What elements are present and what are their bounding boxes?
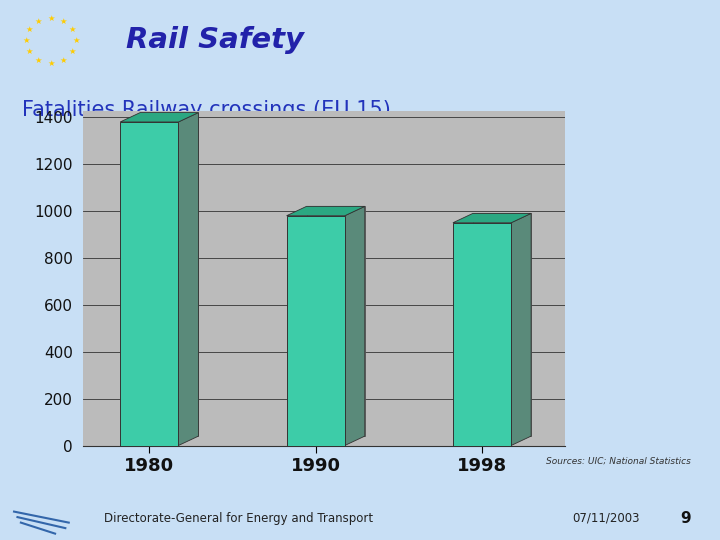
Text: ★: ★ (47, 14, 55, 23)
Bar (453, 223, 511, 446)
Text: 9: 9 (680, 511, 691, 526)
Polygon shape (287, 206, 365, 216)
Bar (473, 213, 531, 436)
Text: ★: ★ (72, 36, 79, 45)
Text: ★: ★ (25, 48, 33, 56)
Text: 07/11/2003: 07/11/2003 (572, 512, 640, 525)
Text: ★: ★ (60, 56, 67, 65)
Text: ★: ★ (22, 36, 30, 45)
Polygon shape (120, 112, 199, 122)
Text: Rail Safety: Rail Safety (126, 26, 304, 54)
Text: ★: ★ (68, 48, 76, 56)
Polygon shape (345, 206, 365, 446)
Text: ★: ★ (47, 58, 55, 68)
Polygon shape (511, 213, 531, 446)
Bar (307, 206, 365, 436)
Bar (140, 112, 199, 436)
Text: ★: ★ (60, 17, 67, 26)
Bar (287, 216, 345, 446)
Text: ★: ★ (35, 17, 42, 26)
Text: ★: ★ (25, 25, 33, 34)
Text: Sources: UIC; National Statistics: Sources: UIC; National Statistics (546, 456, 691, 465)
Text: Fatalities Railway crossings (EU 15): Fatalities Railway crossings (EU 15) (22, 100, 390, 120)
Text: ★: ★ (35, 56, 42, 65)
Polygon shape (179, 112, 199, 446)
Text: Directorate-General for Energy and Transport: Directorate-General for Energy and Trans… (104, 512, 374, 525)
Polygon shape (453, 213, 531, 223)
Bar (120, 122, 179, 446)
Text: ★: ★ (68, 25, 76, 34)
